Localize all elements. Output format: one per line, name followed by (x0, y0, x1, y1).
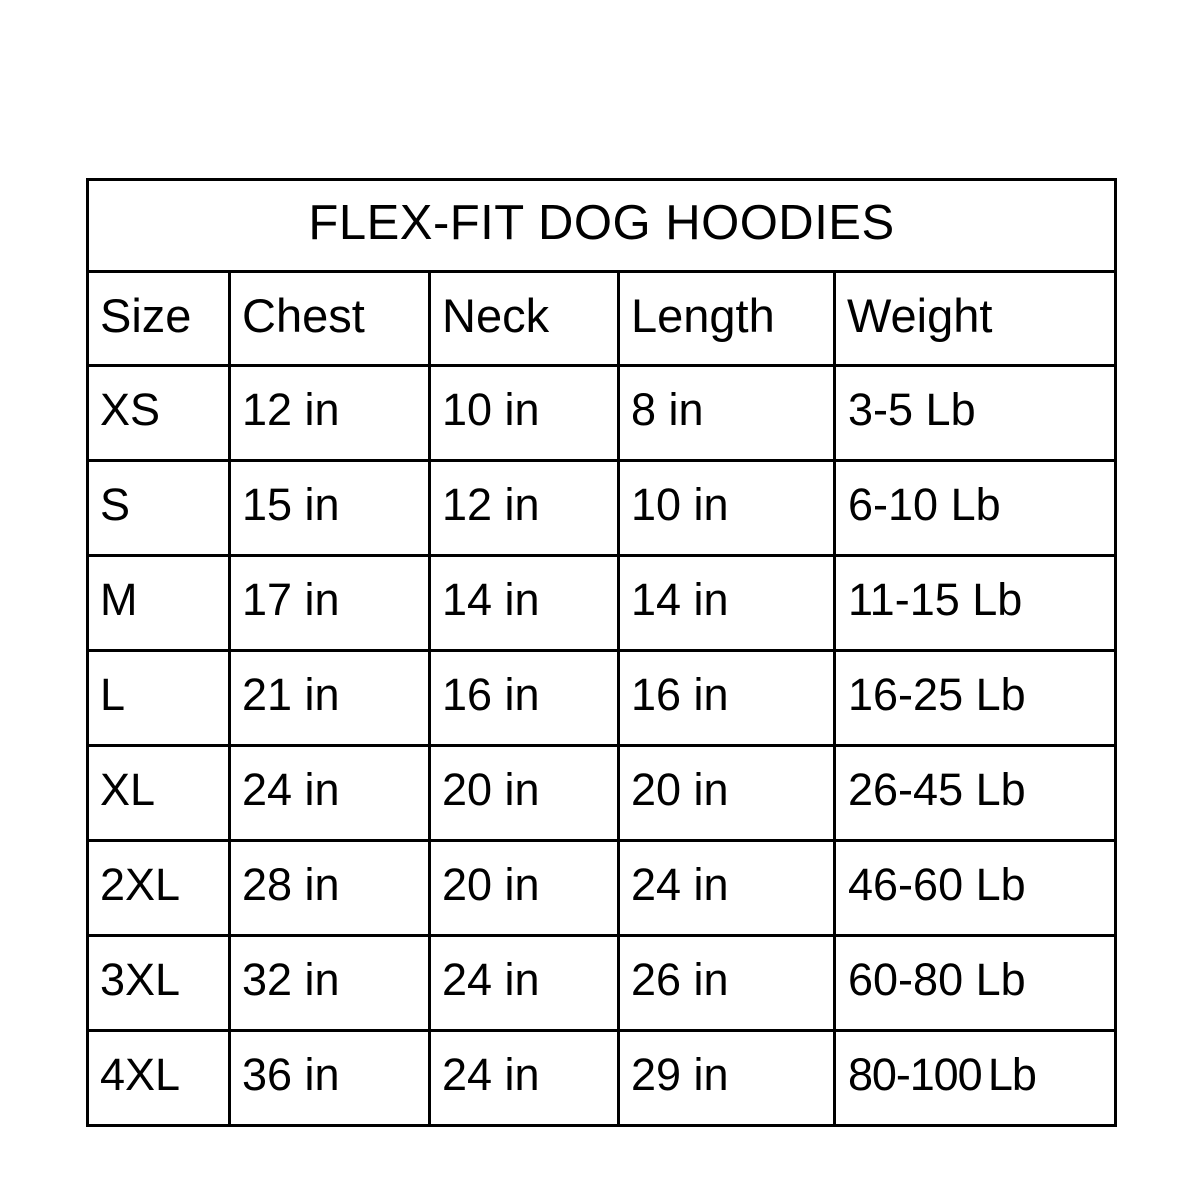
cell-chest: 28 in (228, 839, 431, 937)
cell-neck: 16 in (428, 649, 620, 747)
cell-length: 26 in (617, 934, 836, 1032)
chart-title: FLEX-FIT DOG HOODIES (85, 178, 1118, 273)
cell-weight: 46-60 Lb (832, 839, 1118, 937)
table-row: 2XL 28 in 20 in 24 in 46-60 Lb (86, 839, 1118, 937)
cell-chest: 12 in (228, 364, 431, 462)
cell-chest: 24 in (228, 744, 431, 842)
cell-size: L (86, 649, 231, 747)
cell-length: 8 in (617, 364, 836, 462)
cell-weight: 3-5 Lb (832, 364, 1118, 462)
cell-neck: 24 in (428, 934, 620, 1032)
table-header-row: Size Chest Neck Length Weight (86, 270, 1118, 367)
cell-chest: 36 in (228, 1029, 431, 1127)
cell-neck: 20 in (428, 744, 620, 842)
table-row: 4XL 36 in 24 in 29 in 80-100 Lb (86, 1029, 1118, 1127)
cell-size: XL (86, 744, 231, 842)
column-header-weight: Weight (832, 270, 1118, 367)
size-chart-container: FLEX-FIT DOG HOODIES Size Chest Neck Len… (85, 178, 1118, 1127)
cell-length: 14 in (617, 554, 836, 652)
table-row: M 17 in 14 in 14 in 11-15 Lb (86, 554, 1118, 652)
cell-length: 16 in (617, 649, 836, 747)
cell-length: 20 in (617, 744, 836, 842)
table-row: 3XL 32 in 24 in 26 in 60-80 Lb (86, 934, 1118, 1032)
cell-weight: 26-45 Lb (832, 744, 1118, 842)
cell-chest: 32 in (228, 934, 431, 1032)
cell-size: 4XL (86, 1029, 231, 1127)
table-row: XL 24 in 20 in 20 in 26-45 Lb (86, 744, 1118, 842)
cell-neck: 20 in (428, 839, 620, 937)
column-header-chest: Chest (228, 270, 431, 367)
cell-chest: 15 in (228, 459, 431, 557)
cell-neck: 10 in (428, 364, 620, 462)
cell-length: 10 in (617, 459, 836, 557)
cell-length: 29 in (617, 1029, 836, 1127)
cell-size: M (86, 554, 231, 652)
cell-neck: 24 in (428, 1029, 620, 1127)
cell-size: XS (86, 364, 231, 462)
table-row: L 21 in 16 in 16 in 16-25 Lb (86, 649, 1118, 747)
cell-weight: 60-80 Lb (832, 934, 1118, 1032)
column-header-length: Length (617, 270, 836, 367)
table-row: S 15 in 12 in 10 in 6-10 Lb (86, 459, 1118, 557)
column-header-neck: Neck (428, 270, 620, 367)
cell-weight: 6-10 Lb (832, 459, 1118, 557)
cell-size: 2XL (86, 839, 231, 937)
cell-weight: 16-25 Lb (832, 649, 1118, 747)
column-header-size: Size (86, 270, 231, 367)
chart-title-row: FLEX-FIT DOG HOODIES (85, 178, 1118, 273)
table-row: XS 12 in 10 in 8 in 3-5 Lb (86, 364, 1118, 462)
cell-length: 24 in (617, 839, 836, 937)
cell-chest: 17 in (228, 554, 431, 652)
cell-size: S (86, 459, 231, 557)
cell-size: 3XL (86, 934, 231, 1032)
cell-weight: 11-15 Lb (832, 554, 1118, 652)
cell-chest: 21 in (228, 649, 431, 747)
cell-neck: 12 in (428, 459, 620, 557)
cell-weight: 80-100 Lb (832, 1029, 1118, 1127)
cell-neck: 14 in (428, 554, 620, 652)
dog-hoodie-size-chart: FLEX-FIT DOG HOODIES Size Chest Neck Len… (85, 178, 1118, 1127)
